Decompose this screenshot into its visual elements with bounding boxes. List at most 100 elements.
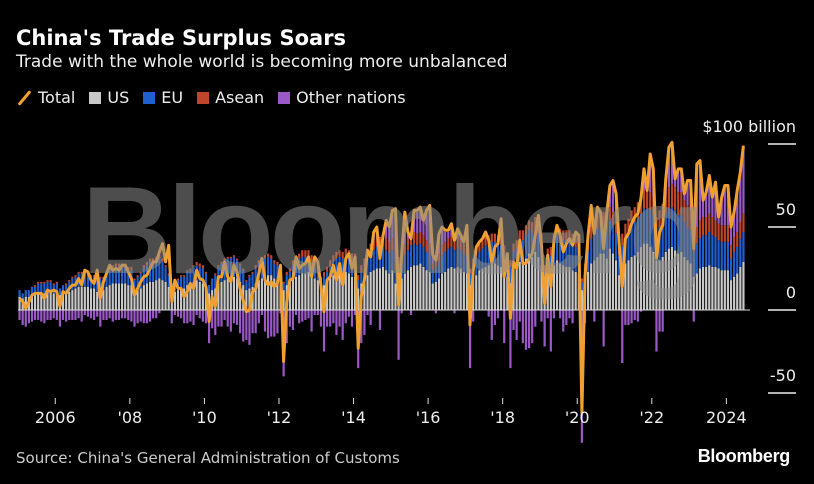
bar-eu [192,266,195,282]
bar-other-nations [422,222,425,236]
bar-eu [406,250,410,271]
bar-us [602,253,605,310]
bar-eu [124,266,127,284]
bar-eu [729,258,733,281]
bar-eu [316,268,319,281]
bar-other-nations [102,310,105,320]
bar-asean [214,273,217,276]
bar-asean [440,245,444,256]
bar-us [608,248,611,310]
bar-asean [307,250,310,257]
bar-other-nations [52,310,55,319]
bar-eu [661,222,664,257]
bar-eu [599,225,602,254]
bar-other-nations [130,310,133,322]
bar-asean [301,250,304,257]
bar-eu [186,271,189,286]
bar-asean [711,217,714,236]
bar-us [562,265,565,310]
y-tick-label-0: 0 [785,283,796,302]
x-tick-label: '16 [415,408,441,427]
bar-us [400,278,403,310]
bar-asean [633,207,636,223]
bar-other-nations [639,310,643,312]
bar-us [164,281,167,310]
bar-us [235,278,239,310]
bar-other-nations [360,310,363,344]
bar-us [161,280,164,310]
bar-other-nations [298,310,301,324]
x-tick-label: '14 [341,408,366,427]
bar-asean [350,253,354,262]
bar-asean [667,187,670,209]
legend-swatch-us [89,91,102,104]
bar-eu [618,255,621,276]
bar-us [30,295,34,310]
bar-us [80,286,83,310]
bar-asean [223,258,226,261]
bar-asean [425,240,428,252]
bar-us [555,260,559,310]
bar-us [139,288,142,310]
bar-eu [214,275,217,289]
bar-us [229,278,232,310]
bar-asean [263,255,267,259]
bar-asean [310,255,313,262]
bar-eu [453,250,456,269]
bar-eu [388,253,391,274]
bar-other-nations [338,310,341,327]
y-tick-label-100: $100 billion [702,117,796,136]
y-tick-label-neg50: -50 [769,366,796,385]
bar-eu [239,265,242,282]
bar-eu [33,286,37,296]
bar-us [618,275,621,310]
bar-other-nations [717,217,720,224]
bar-us [111,283,114,310]
bar-other-nations [456,230,459,239]
bar-us [677,253,680,310]
bar-eu [478,251,481,271]
bar-other-nations [565,310,568,325]
bar-eu [242,270,245,286]
bar-us [540,265,543,310]
bar-asean [527,220,531,231]
bar-asean [111,265,114,269]
bar-us [232,276,236,310]
bar-asean [148,258,152,262]
bar-other-nations [207,310,211,344]
bar-eu [347,258,350,274]
bar-asean [195,261,198,266]
bar-us [658,260,661,310]
bar-eu [251,273,254,287]
bar-asean [186,270,189,272]
bar-asean [670,183,674,208]
bar-asean [705,217,708,236]
bar-other-nations [189,310,192,322]
bar-eu [96,281,99,292]
bar-asean [291,260,295,266]
bar-us [223,280,226,310]
bar-other-nations [440,228,444,246]
bar-other-nations [74,310,77,320]
bar-asean [624,223,627,237]
bar-other-nations [158,310,161,314]
bar-eu [646,208,649,244]
bar-us [726,270,730,310]
bar-other-nations [512,310,515,330]
bar-asean [708,213,711,232]
bar-us [369,271,372,310]
bar-eu [83,273,86,287]
bar-us [605,258,608,310]
bar-asean [450,236,453,247]
bar-asean [602,212,605,226]
bar-eu [409,245,413,267]
bar-us [254,283,257,310]
bar-us [220,281,223,310]
bloomberg-logo: Bloomberg [697,446,791,466]
bar-us [701,266,705,310]
bar-eu [462,253,465,272]
bar-other-nations [453,310,456,314]
bar-eu [621,245,624,269]
bar-asean [142,265,145,269]
bar-asean [71,276,74,279]
